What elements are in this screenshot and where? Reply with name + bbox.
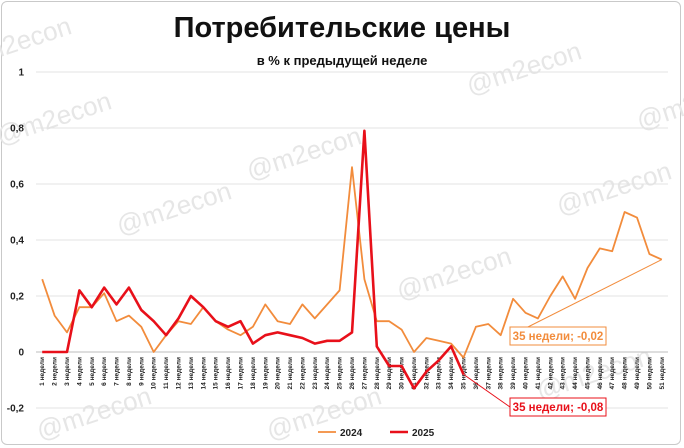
x-tick-label: 27 недели (361, 357, 368, 389)
x-tick-label: 21 недели (287, 357, 294, 389)
watermark-text: @m2econ (553, 155, 675, 220)
series-line-2025 (42, 129, 465, 390)
x-tick-label: 42 недели (547, 357, 554, 389)
x-axis-ticks: 1 недели 2 недели 3 недели 4 недели 5 недели… (39, 357, 666, 389)
x-tick-label: 48 недели (622, 357, 629, 389)
x-tick-label: 13 недели (188, 357, 195, 389)
x-tick-label: 3 недели (64, 357, 71, 386)
x-tick-label: 32 недели (423, 357, 430, 389)
annotations: 35 недели; -0,02 35 недели; -0,08 (463, 259, 663, 417)
watermark-text: @m2econ (0, 85, 115, 150)
x-tick-label: 46 недели (597, 357, 604, 389)
watermark-text: @m2econ (113, 175, 235, 240)
annotation-2025-leader (463, 373, 511, 408)
x-tick-label: 16 недели (225, 357, 232, 389)
x-tick-label: 20 недели (275, 357, 282, 389)
y-tick-label: 1 (18, 68, 24, 79)
watermark-text: @m2econ (463, 35, 585, 100)
legend-label-2024: 2024 (340, 428, 363, 439)
y-tick-label: 0,2 (10, 292, 24, 303)
annotation-2024-leader (509, 259, 663, 337)
chart-subtitle: в % к предыдущей неделе (256, 53, 428, 68)
x-tick-label: 43 недели (560, 357, 567, 389)
legend-label-2025: 2025 (412, 428, 435, 439)
x-tick-label: 23 недели (312, 357, 319, 389)
x-tick-label: 51 недели (659, 357, 666, 389)
x-tick-label: 50 недели (646, 357, 653, 389)
x-tick-label: 49 недели (634, 357, 641, 389)
x-tick-label: 33 недели (436, 357, 443, 389)
x-tick-label: 45 недели (584, 357, 591, 389)
annotation-2024-label: 35 недели; -0,02 (513, 331, 604, 343)
x-tick-label: 25 недели (337, 357, 344, 389)
chart-title: Потребительские цены (173, 12, 511, 44)
watermark-text: @m2econ (0, 10, 75, 75)
x-tick-label: 17 недели (237, 357, 244, 389)
x-tick-label: 11 недели (163, 357, 170, 389)
y-tick-label: -0,2 (7, 404, 25, 415)
annotation-2025-label: 35 недели; -0,08 (513, 402, 604, 414)
x-tick-label: 47 недели (609, 357, 616, 389)
annotation-2025-box (509, 397, 607, 417)
annotation-2024-box (509, 326, 607, 346)
x-tick-label: 2 недели (52, 357, 59, 386)
x-tick-label: 10 недели (151, 357, 158, 389)
x-tick-label: 24 недели (324, 357, 331, 389)
x-tick-label: 12 недели (176, 357, 183, 389)
x-tick-label: 44 недели (572, 357, 579, 389)
x-tick-label: 4 недели (76, 357, 83, 386)
x-tick-label: 31 недели (411, 357, 418, 389)
x-tick-label: 41 недели (535, 357, 542, 389)
watermark-text: @m2econ (33, 380, 155, 445)
watermark-text: @m2econ (633, 70, 684, 135)
x-tick-label: 18 недели (250, 357, 257, 389)
x-tick-label: 34 недели (448, 357, 455, 389)
x-tick-label: 5 недели (89, 357, 96, 386)
x-tick-label: 8 недели (126, 357, 133, 386)
series-line-2024 (41, 166, 663, 359)
x-tick-label: 6 недели (101, 357, 108, 386)
x-tick-label: 29 недели (386, 357, 393, 389)
x-tick-label: 19 недели (262, 357, 269, 389)
x-tick-label: 7 недели (114, 357, 121, 386)
x-tick-label: 28 недели (374, 357, 381, 389)
watermark-text: @m2econ (243, 120, 365, 185)
x-tick-label: 38 недели (498, 357, 505, 389)
y-axis-ticks: -0,2 0 0,2 0,4 0,6 0,8 1 (7, 68, 25, 415)
x-tick-label: 9 недели (138, 357, 145, 386)
x-tick-label: 15 недели (213, 357, 220, 389)
x-tick-label: 39 недели (510, 357, 517, 389)
x-tick-label: 26 недели (349, 357, 356, 389)
x-tick-label: 1 недели (39, 357, 46, 386)
y-tick-label: 0 (18, 348, 24, 359)
y-tick-label: 0,4 (10, 236, 24, 247)
x-tick-label: 36 недели (473, 357, 480, 389)
x-tick-label: 30 недели (399, 357, 406, 389)
legend: 2024 2025 (318, 428, 435, 439)
y-tick-label: 0,8 (10, 124, 24, 135)
series-lines (41, 129, 663, 390)
x-tick-label: 37 недели (485, 357, 492, 389)
x-tick-label: 22 недели (299, 357, 306, 389)
x-tick-label: 40 недели (522, 357, 529, 389)
y-tick-label: 0,6 (10, 180, 24, 191)
grid-lines (36, 71, 668, 409)
x-tick-label: 14 недели (200, 357, 207, 389)
